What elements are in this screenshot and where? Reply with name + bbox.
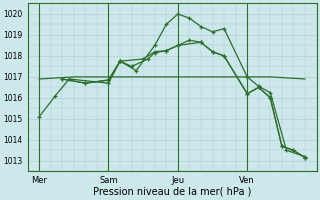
X-axis label: Pression niveau de la mer( hPa ): Pression niveau de la mer( hPa ) <box>93 187 251 197</box>
